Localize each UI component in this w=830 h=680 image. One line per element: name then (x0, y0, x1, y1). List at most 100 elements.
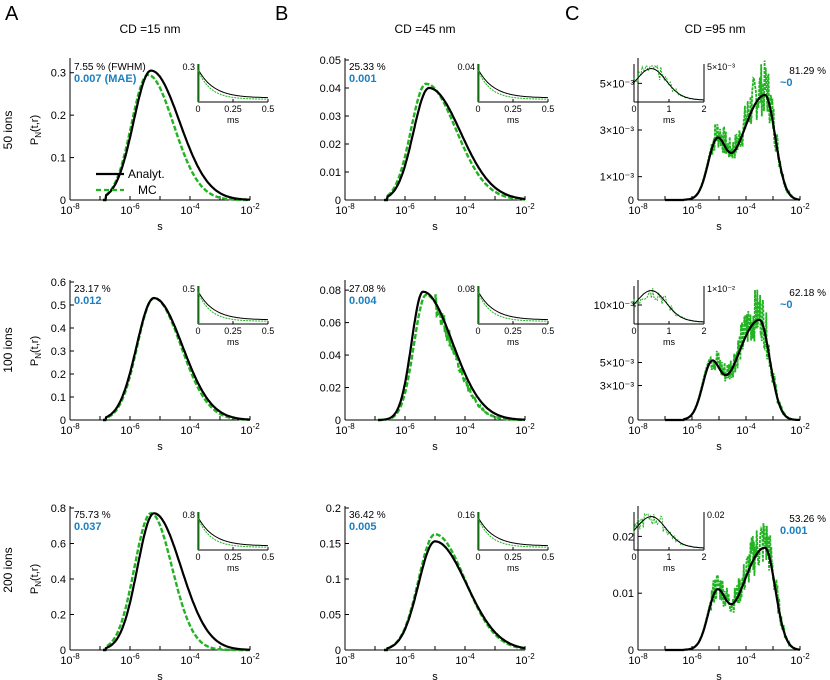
y-tick-label: 0.2 (51, 110, 66, 122)
x-tick-label: 10-8 (60, 422, 80, 437)
analyt-series-line (665, 93, 801, 202)
inset-x-tick-label: 0.25 (504, 552, 522, 562)
mae-label: ~0 (780, 299, 793, 311)
inset-x-axis-label: ms (663, 337, 675, 347)
inset-mc-line (197, 292, 268, 322)
x-tick-label: 10-6 (120, 202, 140, 217)
x-tick-label: 10-8 (628, 422, 648, 437)
inset-mc-line (477, 292, 548, 322)
inset-x-tick-label: 0.5 (542, 104, 555, 114)
mae-label: 0.012 (74, 295, 102, 307)
analyt-series-line (384, 540, 526, 652)
inset-x-tick-label: 0 (631, 326, 636, 336)
x-tick-label: 10-4 (736, 422, 756, 437)
y-tick-label: 0 (335, 415, 341, 427)
inset-x-axis-label: ms (227, 563, 239, 573)
x-tick-label: 10-2 (515, 652, 535, 667)
x-tick-label: 10-6 (120, 422, 140, 437)
inset-x-axis-label: ms (663, 563, 675, 573)
legend-mc-label: MC (138, 183, 157, 197)
y-tick-label: 0.01 (320, 167, 341, 179)
y-tick-label: 0.04 (320, 83, 341, 95)
analyt-series-line (103, 297, 251, 422)
mc-series-line (103, 73, 250, 202)
mae-label: 0.007 (MAE) (74, 73, 137, 85)
y-tick-label: 0.01 (613, 588, 634, 600)
inset-x-tick-label: 0 (475, 104, 480, 114)
analyt-series-line (665, 318, 801, 422)
inset-x-tick-label: 0.5 (262, 104, 275, 114)
y-tick-label: 0.8 (51, 503, 66, 515)
x-tick-label: 10-2 (790, 652, 810, 667)
x-tick-label: 10-4 (455, 202, 475, 217)
y-tick-label: 0.04 (320, 350, 341, 362)
inset-x-tick-label: 0.25 (504, 326, 522, 336)
y-tick-label: 0 (60, 645, 66, 657)
chart-panel-r1c1: 0 0.02 0.04 0.06 0.08 10-8 10-6 10-4 10-2 s 27.08 … (320, 280, 555, 453)
inset-x-tick-label: 2 (701, 104, 706, 114)
y-tick-label: 0 (60, 195, 66, 207)
y-tick-label: 0.4 (51, 323, 66, 335)
x-tick-label: 10-8 (628, 202, 648, 217)
analyt-series-line (384, 86, 525, 202)
mae-label: 0.001 (780, 525, 808, 537)
inset-mc-line (197, 70, 268, 100)
y-tick-label: 0.2 (51, 610, 66, 622)
x-tick-label: 10-8 (335, 652, 355, 667)
y-tick-label: 0.3 (51, 68, 66, 80)
inset-analyt-line (633, 67, 705, 101)
inset-x-tick-label: 0 (195, 552, 200, 562)
row-label-200-ions: 200 ions (1, 547, 15, 592)
inset-x-tick-label: 1 (666, 104, 671, 114)
mc-series-line (665, 523, 801, 651)
x-tick-label: 10-6 (682, 422, 702, 437)
inset-x-tick-label: 0.5 (542, 326, 555, 336)
fwhm-label: 36.42 % (349, 510, 386, 521)
x-tick-label: 10-4 (180, 652, 200, 667)
inset-x-tick-label: 0 (475, 552, 480, 562)
y-tick-label: 0.06 (320, 318, 341, 330)
inset-x-axis-label: ms (507, 337, 519, 347)
x-axis-label: s (716, 221, 722, 233)
inset-x-tick-label: 0 (195, 104, 200, 114)
mae-label: 0.001 (349, 73, 377, 85)
inset-y-tick-label: 0.16 (457, 510, 475, 520)
inset-mc-line (633, 512, 705, 549)
x-tick-label: 10-4 (180, 202, 200, 217)
x-tick-label: 10-2 (515, 202, 535, 217)
inset-plot: 0.8 0 0.25 0.5 ms (182, 510, 274, 573)
row-label-50-ions: 50 ions (1, 111, 15, 150)
inset-y-tick-label: 1×10⁻² (707, 284, 735, 294)
x-tick-label: 10-4 (180, 422, 200, 437)
chart-panel-r0c0: 0 0.1 0.2 0.3 10-8 10-6 10-4 10-2 s PN(t,r) 7.55 %… (29, 58, 274, 233)
mc-series-line (103, 296, 250, 422)
y-tick-label: 0.3 (51, 346, 66, 358)
analyt-series-line (665, 546, 801, 652)
mae-label: 0.037 (74, 521, 102, 533)
mae-label: 0.005 (349, 521, 377, 533)
analyt-series-line (103, 69, 250, 202)
analyt-series-line (103, 512, 251, 652)
y-tick-label: 0 (628, 645, 634, 657)
inset-x-tick-label: 0.5 (542, 552, 555, 562)
y-tick-label: 0.05 (320, 610, 341, 622)
x-tick-label: 10-8 (60, 202, 80, 217)
x-axis-label: s (432, 221, 438, 233)
fwhm-label: 27.08 % (349, 284, 386, 295)
panel-letter-a: A (5, 3, 19, 25)
inset-x-tick-label: 1 (666, 326, 671, 336)
x-axis-label: s (432, 441, 438, 453)
inset-y-tick-label: 0.8 (182, 510, 195, 520)
x-axis-label: s (157, 221, 163, 233)
inset-analyt-line (197, 290, 268, 321)
x-tick-label: 10-8 (628, 652, 648, 667)
x-tick-label: 10-6 (120, 652, 140, 667)
inset-y-tick-label: 0.04 (457, 62, 475, 72)
y-tick-label: 3×10⁻³ (600, 381, 635, 393)
chart-panel-r0c2: 0 1×10⁻³ 3×10⁻³ 5×10⁻³ 10-8 10-6 10-4 10-2 s 81.2… (600, 58, 826, 233)
y-tick-label: 0.1 (51, 392, 66, 404)
inset-y-tick-label: 0.08 (457, 284, 475, 294)
legend-analyt-label: Analyt. (128, 167, 165, 181)
inset-x-axis-label: ms (507, 563, 519, 573)
mc-series-line (665, 289, 801, 421)
